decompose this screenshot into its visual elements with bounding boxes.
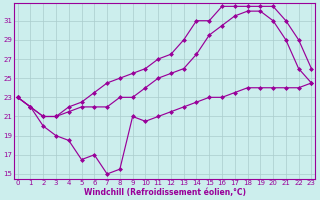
X-axis label: Windchill (Refroidissement éolien,°C): Windchill (Refroidissement éolien,°C): [84, 188, 245, 197]
